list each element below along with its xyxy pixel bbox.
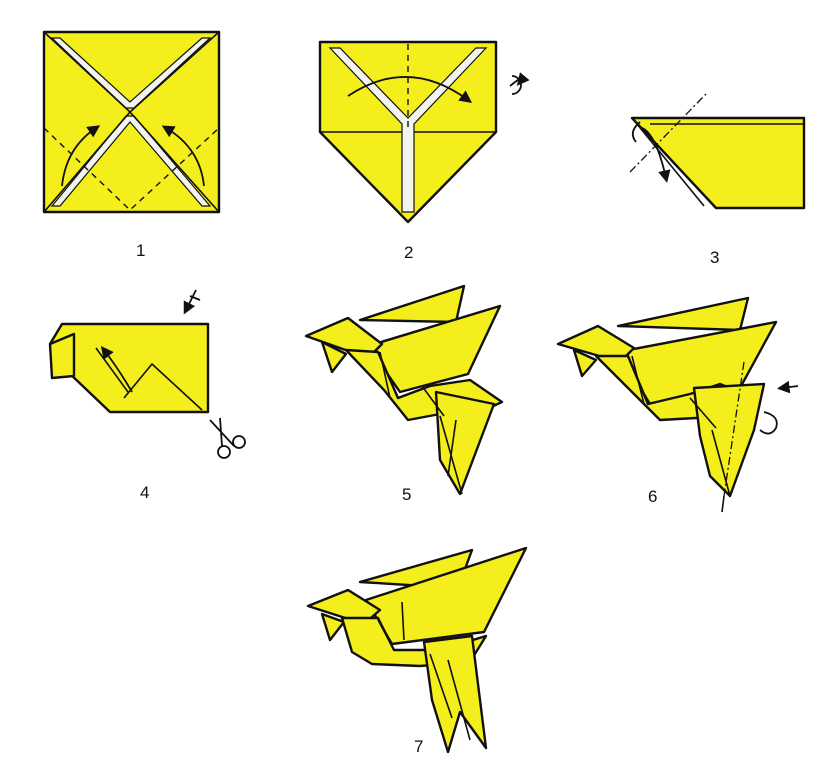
bird-with-tail-fold-icon [556,296,799,513]
step-3: 3 [629,93,806,267]
step-1: 1 [42,30,221,260]
square-with-corners-folded-to-center-icon [42,30,221,214]
step-2: 2 [318,40,530,262]
finished-origami-bird-icon [306,546,528,754]
step-number: 5 [402,485,411,504]
strip-with-cut-scissors-icon [48,289,246,459]
step-6: 6 [556,296,799,513]
step-number: 1 [136,241,145,260]
scissors-icon [209,417,246,459]
step-number: 7 [414,737,423,756]
bird-shape-icon [304,284,504,496]
step-7: 7 [306,546,528,756]
pentagon-fold-and-turn-over-icon [318,40,530,224]
step-5: 5 [304,284,504,504]
step-number: 2 [404,243,413,262]
step-4: 4 [48,289,246,502]
step-number: 3 [710,248,719,267]
folded-strip-with-diagonal-fold-icon [629,93,806,210]
step-number: 6 [648,487,657,506]
step-number: 4 [140,483,149,502]
